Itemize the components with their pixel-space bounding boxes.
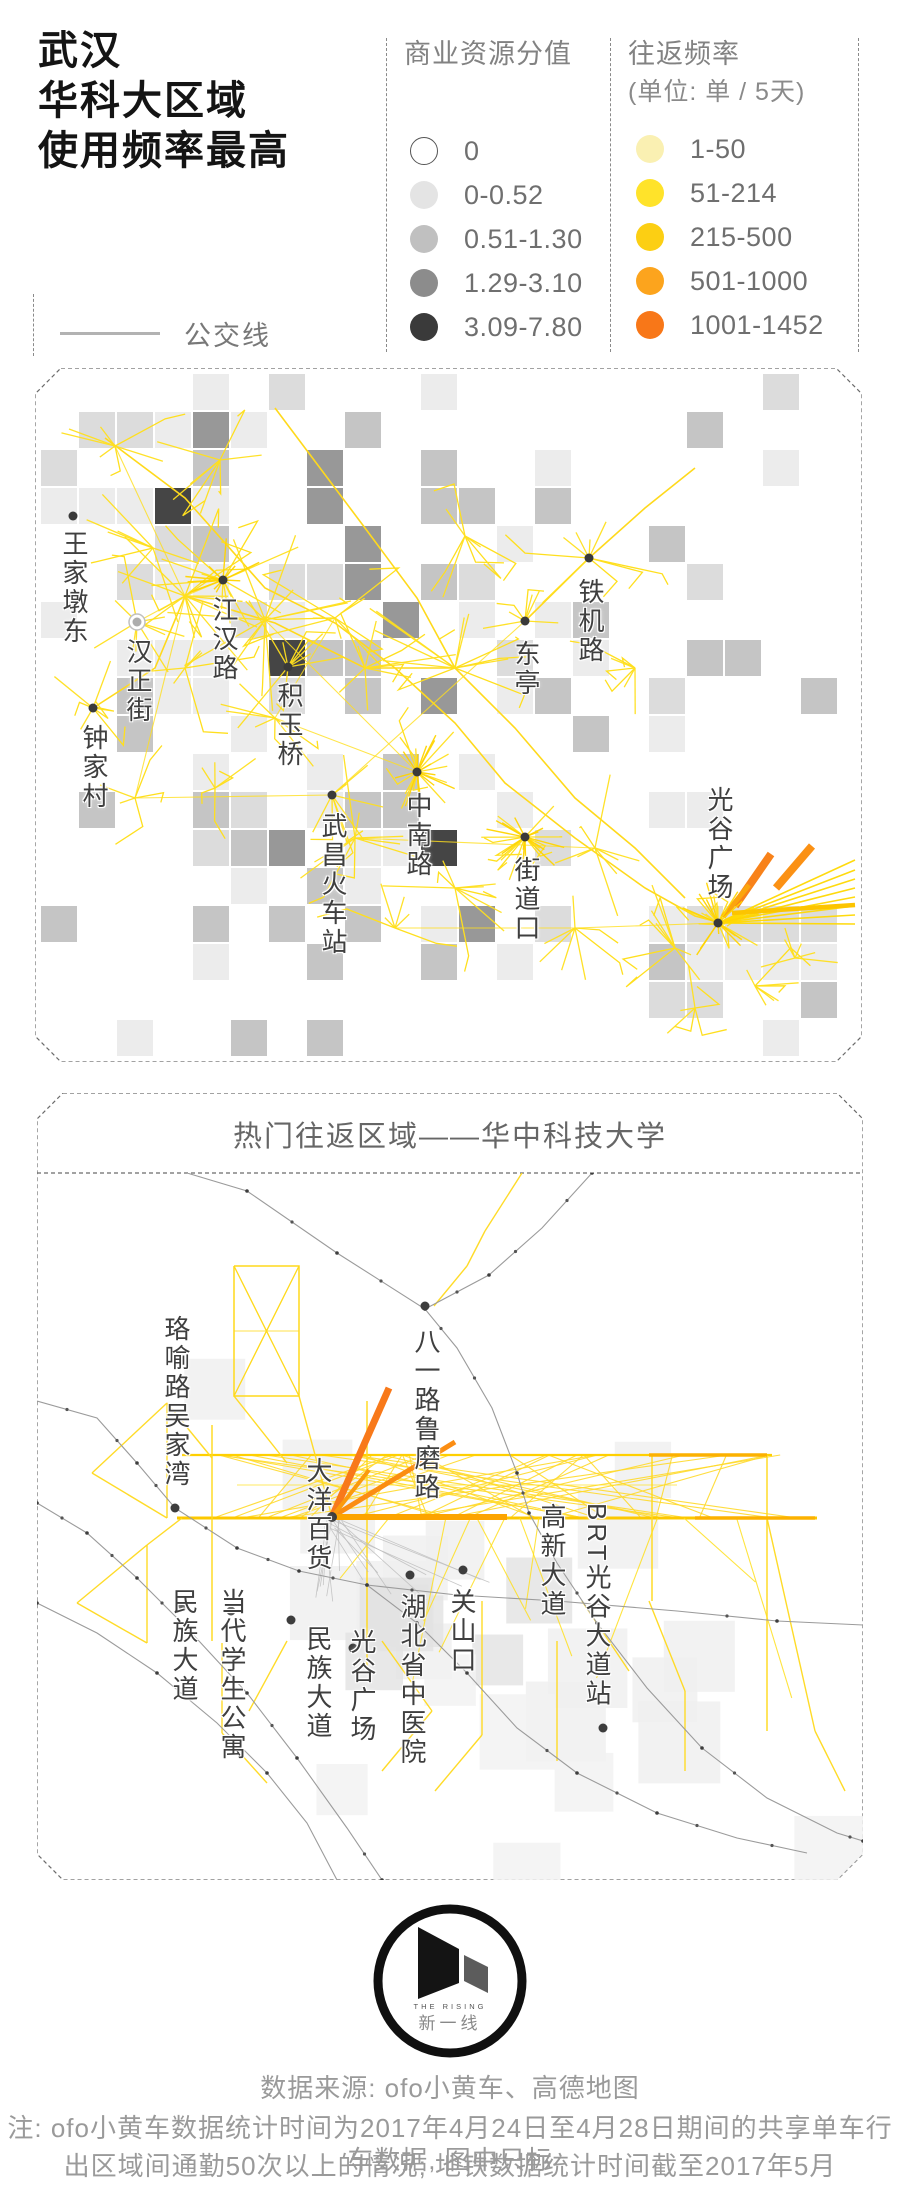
map1-station-label: 钟家村	[79, 724, 109, 811]
map1-station-label: 武昌火车站	[318, 812, 348, 957]
frequency-legend-label: 1001-1452	[690, 309, 824, 340]
frequency-legend-row: 1-50	[636, 127, 824, 171]
page-title-line-3: 使用频率最高	[38, 129, 290, 173]
frequency-legend-label: 1-50	[690, 133, 747, 164]
brand-logo-canvas: THE RISING 新一线	[373, 1904, 527, 2058]
frequency-legend-label: 215-500	[690, 221, 793, 252]
map1-station-label: 积玉桥	[274, 682, 304, 769]
footer-note-line-1: 注: ofo小黄车数据统计时间为2017年4月24日至4月28日期间的共享单车行…	[7, 2113, 893, 2175]
page-title-line-2: 华科大区域	[38, 79, 248, 123]
logo-text-cn: 新一线	[419, 2014, 482, 2033]
map1-station-label: 铁机路	[575, 578, 605, 665]
legend-frequency-subtitle: (单位: 单 / 5天)	[628, 78, 806, 106]
map2-station-label: 关山口	[447, 1588, 477, 1675]
frequency-legend-label: 51-214	[690, 177, 778, 208]
map1-station-label: 汉正街	[123, 638, 153, 725]
commercial-legend-label: 3.09-7.80	[464, 311, 583, 342]
frequency-legend-row: 215-500	[636, 215, 824, 259]
legend-divider-left	[33, 294, 34, 356]
map1-station-label: 街道口	[511, 856, 541, 943]
legend-divider-1	[386, 38, 387, 352]
frequency-legend-swatch	[636, 135, 664, 163]
map2-station-label: 光谷广场	[347, 1628, 377, 1744]
logo-flag-shape	[418, 1927, 459, 1999]
map2-station-label: 当代学生公寓	[217, 1588, 247, 1762]
commercial-legend-swatch	[410, 225, 438, 253]
frequency-legend-swatch	[636, 223, 664, 251]
commercial-legend-row: 0	[410, 129, 583, 173]
footer-source: 数据来源: ofo小黄车、高德地图	[260, 2073, 640, 2103]
commercial-legend-swatch	[410, 137, 438, 165]
legend-divider-2	[610, 38, 611, 352]
brand-logo: THE RISING 新一线	[365, 1896, 535, 2066]
legend-commercial-title: 商业资源分值	[404, 39, 572, 69]
map2-station-label: 八一路鲁磨路	[411, 1328, 441, 1502]
legend-frequency-title: 往返频率	[628, 39, 740, 69]
commercial-legend-row: 3.09-7.80	[410, 305, 583, 349]
legend-bus-line: 公交线	[60, 314, 271, 353]
map1-station-label: 江汉路	[209, 596, 239, 683]
commercial-legend-swatch	[410, 181, 438, 209]
map1-station-label: 中南路	[403, 792, 433, 879]
hust-detail-panel: 热门往返区域——华中科技大学 珞喻路吴家湾 八一路鲁磨路 大洋百货 民族大道 当代学生公…	[37, 1093, 863, 1880]
map1-station-label: 东亭	[511, 640, 541, 698]
commercial-legend-swatch	[410, 269, 438, 297]
page-title-line-1: 武汉	[38, 29, 122, 73]
logo-text-en: THE RISING	[414, 2002, 487, 2011]
page-title: 武汉 华科大区域 使用频率最高	[38, 26, 290, 176]
city-overview-map-canvas	[35, 368, 862, 1062]
map2-station-label: 民族大道	[169, 1588, 199, 1704]
frequency-legend-swatch	[636, 311, 664, 339]
legend-divider-3	[858, 38, 859, 352]
commercial-legend-label: 0.51-1.30	[464, 223, 583, 254]
map2-station-label: 大洋百货	[303, 1457, 333, 1573]
frequency-legend-row: 501-1000	[636, 259, 824, 303]
legend-frequency-items: 1-50 51-214 215-500 501-1000 1001-1452	[636, 127, 824, 347]
commercial-legend-label: 0	[464, 135, 480, 166]
commercial-legend-row: 1.29-3.10	[410, 261, 583, 305]
commercial-legend-row: 0.51-1.30	[410, 217, 583, 261]
map1-station-label: 王家墩东	[59, 530, 89, 646]
bus-line-sample	[60, 332, 160, 335]
legend-commercial-items: 0 0-0.52 0.51-1.30 1.29-3.10 3.09-7.80	[410, 129, 583, 349]
hust-panel-title: 热门往返区域——华中科技大学	[232, 1121, 667, 1153]
map2-station-label: 高新大道	[537, 1503, 567, 1619]
map2-station-label: BRT光谷大道站	[582, 1503, 612, 1709]
frequency-legend-label: 501-1000	[690, 265, 809, 296]
map2-station-label: 民族大道	[303, 1625, 333, 1741]
frequency-legend-swatch	[636, 179, 664, 207]
bus-line-label: 公交线	[184, 321, 271, 351]
commercial-legend-row: 0-0.52	[410, 173, 583, 217]
map2-station-label: 珞喻路吴家湾	[161, 1315, 191, 1489]
map2-station-label: 湖北省中医院	[397, 1593, 427, 1767]
hust-detail-map-canvas	[37, 1093, 863, 1880]
commercial-legend-swatch	[410, 313, 438, 341]
frequency-legend-row: 1001-1452	[636, 303, 824, 347]
logo-block-shape	[464, 1955, 488, 1993]
commercial-legend-label: 1.29-3.10	[464, 267, 583, 298]
frequency-legend-row: 51-214	[636, 171, 824, 215]
frequency-legend-swatch	[636, 267, 664, 295]
footer-note-line-2: 出区域间通勤50次以上的情况; 地铁数据统计时间截至2017年5月	[63, 2151, 837, 2181]
city-overview-map: 王家墩东江汉路 汉正街 钟家村 积玉桥中南路 武昌火车站 街道口 东亭 铁机路光谷广场	[35, 368, 862, 1062]
map1-station-label: 光谷广场	[704, 786, 734, 902]
commercial-legend-label: 0-0.52	[464, 179, 544, 210]
